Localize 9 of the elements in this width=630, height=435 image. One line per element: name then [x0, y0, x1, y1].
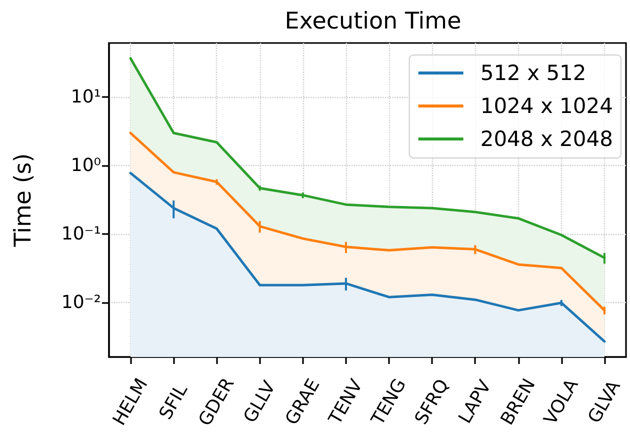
y-axis-title: Time (s): [10, 153, 36, 248]
y-tick-label: 10⁻¹: [61, 224, 101, 245]
legend-label: 2048 x 2048: [480, 127, 614, 151]
y-tick-label: 10¹: [70, 86, 101, 108]
legend-label: 1024 x 1024: [480, 94, 614, 118]
chart-title: Execution Time: [284, 8, 462, 34]
y-tick-label: 10⁰: [70, 155, 101, 176]
legend-label: 512 x 512: [480, 61, 586, 85]
y-tick-label: 10⁻²: [61, 292, 101, 314]
